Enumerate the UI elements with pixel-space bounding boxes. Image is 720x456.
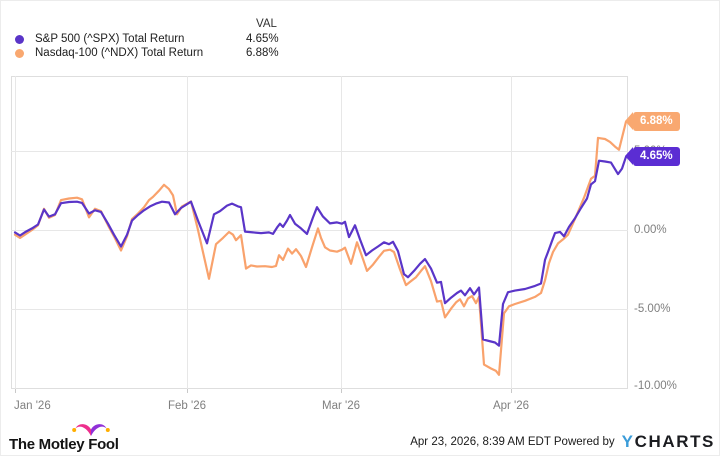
ycharts-logo[interactable]: YCHARTS xyxy=(621,432,715,451)
legend-value-spx: 4.65% xyxy=(246,33,279,45)
gridline-horizontal xyxy=(11,151,628,152)
axis-tick xyxy=(15,389,16,393)
x-axis-label: Feb '26 xyxy=(168,400,206,412)
spx-legend-dot-icon xyxy=(15,34,24,44)
gridline-horizontal xyxy=(11,309,628,310)
legend-value-ndx: 6.88% xyxy=(246,47,279,59)
jester-hat-icon xyxy=(72,424,110,436)
y-axis-label: -10.00% xyxy=(634,380,677,392)
legend-label: S&P 500 (^SPX) Total Return xyxy=(35,33,185,45)
gridline-vertical xyxy=(15,76,16,389)
gridline-horizontal xyxy=(11,230,628,231)
ndx-end-value-tag: 6.88% xyxy=(625,112,680,132)
legend-item-spx: S&P 500 (^SPX) Total Return xyxy=(15,32,184,46)
axis-tick xyxy=(187,389,188,393)
chart-timestamp: Apr 23, 2026, 8:39 AM EDT Powered by xyxy=(410,436,615,448)
y-axis-label: -5.00% xyxy=(634,302,671,315)
x-axis-label: Mar '26 xyxy=(322,400,360,412)
x-axis-label: Apr '26 xyxy=(492,400,530,412)
y-axis-label: 0.00% xyxy=(634,224,667,236)
legend-label: Nasdaq-100 (^NDX) Total Return xyxy=(35,47,204,59)
legend-val-header: VAL xyxy=(256,18,277,30)
spx-end-value-tag: 4.65% xyxy=(625,147,680,167)
x-axis-label: Jan '26 xyxy=(14,400,51,412)
footer-attribution: Apr 23, 2026, 8:39 AM EDT Powered by YCH… xyxy=(410,432,715,452)
plot-area xyxy=(11,76,628,389)
gridline-vertical xyxy=(187,76,188,389)
axis-tick xyxy=(511,389,512,393)
motley-fool-wordmark: The Motley Fool xyxy=(9,436,119,453)
motley-fool-logo[interactable]: The Motley Fool xyxy=(9,421,139,453)
ndx-legend-dot-icon xyxy=(15,48,24,58)
gridline-vertical xyxy=(341,76,342,389)
legend-item-ndx: Nasdaq-100 (^NDX) Total Return xyxy=(15,46,203,60)
axis-tick xyxy=(341,389,342,393)
gridline-vertical xyxy=(511,76,512,389)
ycharts-y-glyph: Y xyxy=(621,432,635,451)
